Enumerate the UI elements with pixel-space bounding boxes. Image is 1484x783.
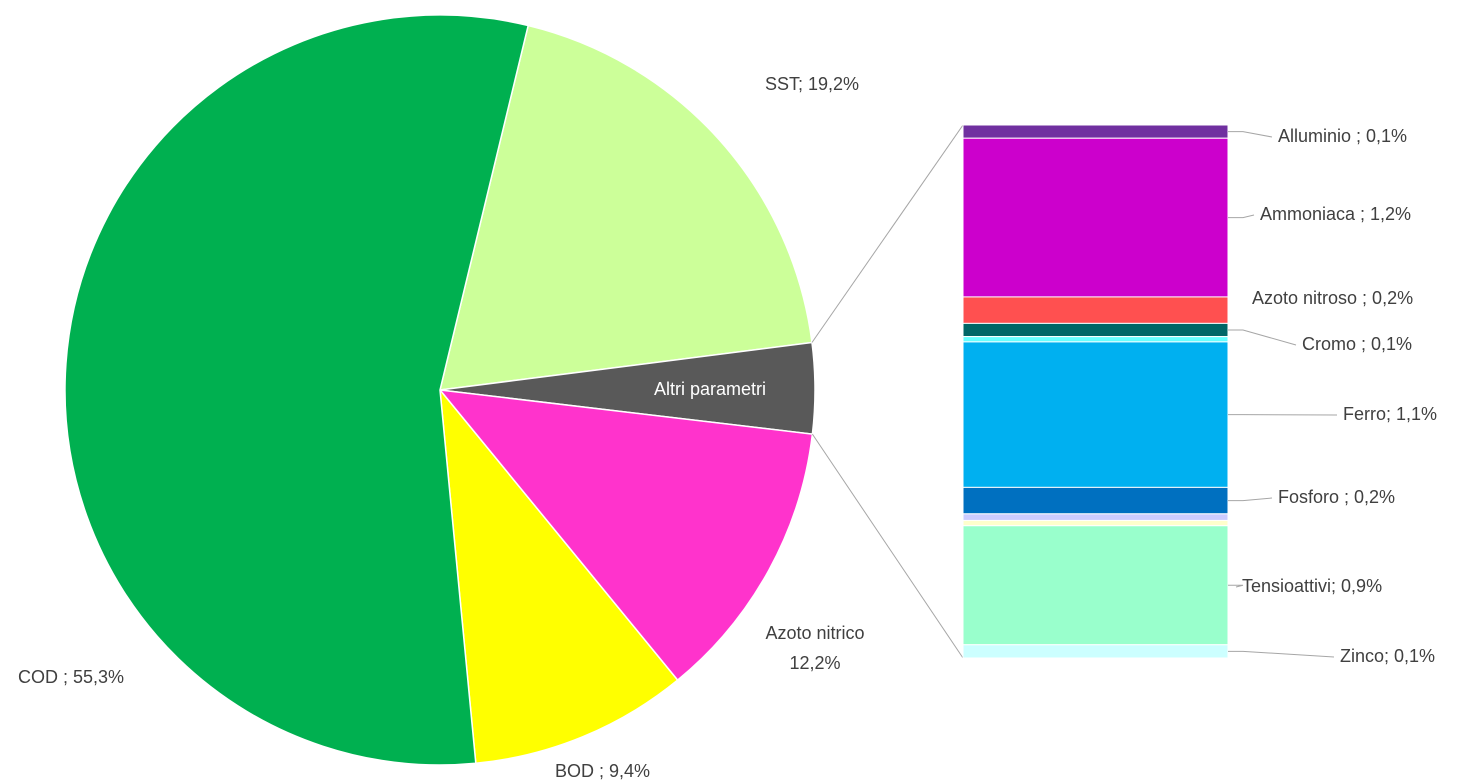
pie-slice	[438, 389, 814, 682]
bar-label: Fosforo ; 0,2%	[1278, 487, 1395, 507]
pie-slice	[64, 14, 530, 766]
bar-label: Zinco; 0,1%	[1340, 646, 1435, 666]
pie-label: 12,2%	[789, 653, 840, 673]
pie-label: Azoto nitrico	[765, 623, 864, 643]
pie-label: Altri parametri	[654, 379, 766, 399]
bar-segment	[962, 486, 1229, 515]
pie-slice	[439, 24, 813, 391]
leader-line	[1228, 497, 1273, 502]
bar-segment	[962, 513, 1229, 521]
bar-segment	[962, 525, 1229, 646]
pie-slice	[439, 387, 679, 765]
bar-segment	[962, 336, 1229, 343]
leader-line	[1228, 329, 1297, 346]
leader-line	[1228, 131, 1273, 138]
bar-segment	[962, 137, 1229, 298]
bar-label: Azoto nitroso ; 0,2%	[1252, 288, 1413, 308]
bar-segment	[962, 296, 1229, 324]
bar-label: Ammoniaca ; 1,2%	[1260, 204, 1411, 224]
connector	[811, 124, 964, 343]
bar-label: Tensioattivi; 0,9%	[1242, 576, 1382, 596]
bar-label: Alluminio ; 0,1%	[1278, 126, 1407, 146]
leader-line	[1228, 214, 1255, 219]
bar-segment	[962, 644, 1229, 659]
bar-segment	[962, 341, 1229, 488]
bar-label: Cromo ; 0,1%	[1302, 334, 1412, 354]
pie-label: SST; 19,2%	[765, 74, 859, 94]
pie-label: COD ; 55,3%	[18, 667, 124, 687]
bar-label: Ferro; 1,1%	[1343, 404, 1437, 424]
connector	[811, 433, 964, 659]
leader-line	[1228, 650, 1335, 658]
bar-segment	[962, 322, 1229, 338]
bar-segment	[962, 124, 1229, 139]
bar-segment	[962, 519, 1229, 527]
leader-line	[1228, 584, 1244, 588]
pie-label: BOD ; 9,4%	[555, 761, 650, 781]
